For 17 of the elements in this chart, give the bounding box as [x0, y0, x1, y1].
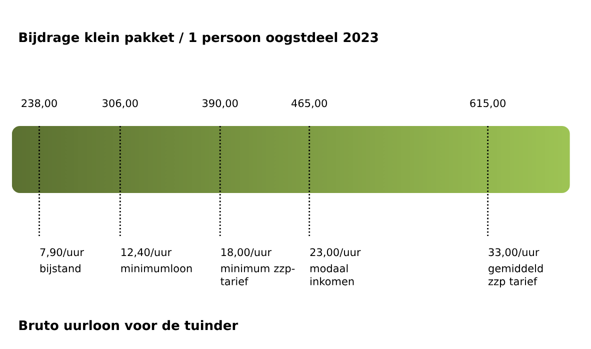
- text: Bijdrage klein pakket / 1 persoon oogstdeel 2023: [19, 32, 378, 45]
- data-label: 465,00: [291, 99, 327, 108]
- category-label: 12,40/uur: [122, 248, 172, 258]
- category-label: 33,00/uur: [488, 248, 540, 258]
- text: gemiddeld zzp tarief: [488, 264, 543, 288]
- text: minimum zzp-tarief: [220, 264, 295, 286]
- category-label: 7,90/uur: [40, 248, 84, 258]
- data-label: 306,00: [102, 99, 138, 108]
- text: Bruto uurloon voor de tuinder: [19, 320, 238, 330]
- data-label: 615,00: [470, 99, 506, 108]
- text: minimumloon: [121, 264, 192, 272]
- data-label: 238,00: [22, 99, 57, 108]
- text: bijstand: [40, 264, 80, 274]
- text: modaal inkomen: [310, 264, 354, 286]
- category-label: 18,00/uur: [221, 248, 272, 258]
- data-label: 390,00: [202, 99, 238, 108]
- category-label: 23,00/uur: [310, 248, 361, 258]
